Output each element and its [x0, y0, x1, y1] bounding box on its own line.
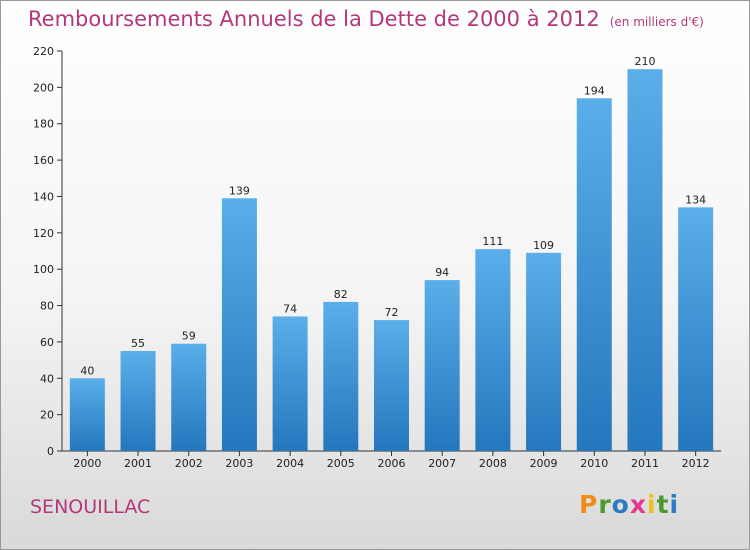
logo-letter: t [656, 490, 670, 519]
logo-letter: o [611, 490, 630, 519]
x-tick-label: 2010 [580, 457, 608, 470]
bar-value-label: 59 [182, 330, 196, 343]
chart-unit: (en milliers d'€) [609, 15, 704, 29]
bar-2008 [475, 249, 511, 451]
bar-2007 [424, 280, 460, 451]
bar-2000 [69, 378, 105, 451]
bar-value-label: 109 [533, 239, 554, 252]
x-tick-label: 2007 [428, 457, 456, 470]
bar-value-label: 134 [685, 193, 706, 206]
x-tick-label: 2002 [175, 457, 203, 470]
x-tick-label: 2012 [682, 457, 710, 470]
y-tick-label: 220 [33, 45, 54, 58]
x-tick-label: 2009 [530, 457, 558, 470]
bar-2003 [221, 198, 257, 451]
y-tick-label: 200 [33, 81, 54, 94]
x-tick-label: 2011 [631, 457, 659, 470]
bar-value-label: 40 [80, 364, 94, 377]
bar-value-label: 82 [334, 288, 348, 301]
y-tick-label: 0 [47, 445, 54, 458]
logo-letter: i [647, 490, 657, 519]
bar-value-label: 111 [482, 235, 503, 248]
logo-letter: x [629, 490, 647, 519]
y-tick-label: 80 [40, 300, 54, 313]
bar-2012 [678, 207, 714, 451]
bar-2009 [526, 252, 562, 451]
y-tick-label: 140 [33, 190, 54, 203]
bar-2011 [627, 69, 663, 451]
y-tick-label: 100 [33, 263, 54, 276]
chart-title: Remboursements Annuels de la Dette de 20… [28, 7, 704, 31]
proxiti-logo: Proxiti [579, 490, 679, 519]
x-tick-label: 2005 [327, 457, 355, 470]
bar-2005 [323, 301, 359, 451]
bar-value-label: 55 [131, 337, 145, 350]
bar-value-label: 72 [385, 306, 399, 319]
bar-value-label: 139 [229, 184, 250, 197]
chart-title-text: Remboursements Annuels de la Dette de 20… [28, 7, 600, 31]
city-name: SENOUILLAC [30, 496, 151, 518]
bar-value-label: 210 [634, 55, 655, 68]
y-tick-label: 60 [40, 336, 54, 349]
logo-letter: P [579, 490, 599, 519]
y-tick-label: 180 [33, 118, 54, 131]
logo-letter: r [598, 490, 612, 519]
bar-2006 [374, 320, 409, 451]
y-tick-label: 120 [33, 227, 54, 240]
x-tick-label: 2008 [479, 457, 507, 470]
logo-letter: i [669, 490, 680, 519]
x-tick-label: 2004 [276, 457, 304, 470]
x-tick-label: 2006 [378, 457, 406, 470]
bar-2002 [171, 343, 207, 451]
x-tick-label: 2000 [73, 457, 101, 470]
x-tick-label: 2003 [225, 457, 253, 470]
bar-2010 [576, 98, 612, 451]
bar-value-label: 74 [283, 302, 297, 315]
bar-2001 [120, 351, 156, 451]
axes: 0 20 40 60 80 100 120 140 160 180 200 220 2000 2001 20… [33, 45, 721, 470]
y-tick-label: 40 [40, 372, 54, 385]
bar-2004 [272, 316, 308, 451]
x-tick-label: 2001 [124, 457, 152, 470]
bar-value-label: 194 [584, 84, 605, 97]
bars: 40 55 59 139 74 82 72 94 111 109 194 210 134 [69, 55, 714, 451]
bar-value-label: 94 [435, 266, 449, 279]
y-tick-label: 20 [40, 409, 54, 422]
y-tick-label: 160 [33, 154, 54, 167]
